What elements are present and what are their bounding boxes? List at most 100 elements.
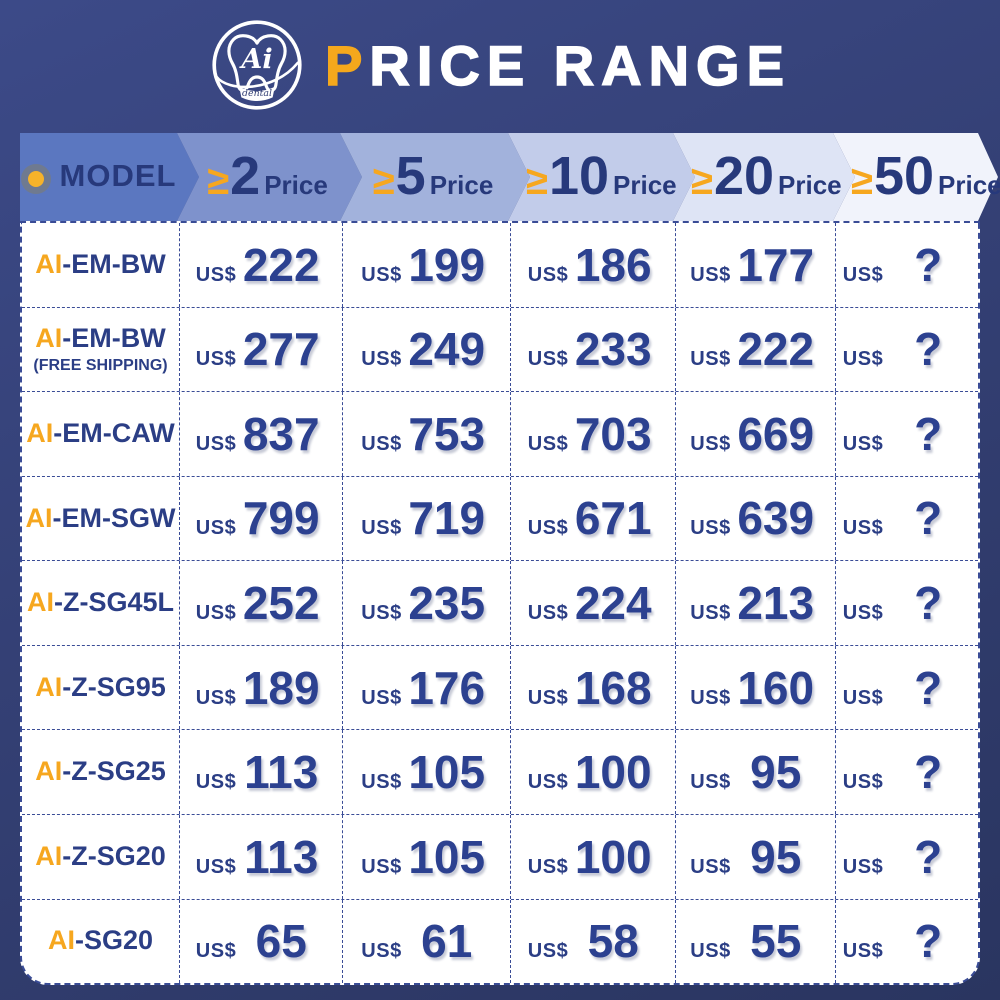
price-tier-chevron: [508, 133, 695, 221]
price-amount: ?: [914, 238, 943, 291]
price: US$?: [843, 576, 973, 630]
price-amount: ?: [914, 661, 943, 714]
table-row: AI-Z-SG95 US$ 189 US$ 176 US$ 168 US$ 160 US$?: [22, 645, 978, 731]
price-cell: US$ 222: [675, 307, 835, 392]
model-prefix: AI: [26, 418, 54, 449]
ge-symbol: ≥: [851, 159, 873, 203]
model-name: AI-Z-SG20: [35, 840, 166, 872]
price: US$?: [843, 322, 973, 376]
currency-label: US$: [361, 263, 402, 286]
price: US$ 113: [196, 830, 326, 884]
price-amount: 189: [242, 661, 320, 714]
model-cell: AI-SG20: [22, 900, 179, 984]
price-amount: 837: [242, 407, 320, 460]
model-cell: AI-EM-BW: [22, 223, 179, 307]
model-prefix: AI: [25, 502, 53, 533]
bullet-icon: [20, 163, 51, 194]
price-amount: 160: [737, 661, 815, 714]
price-amount: 168: [574, 661, 652, 714]
currency-label: US$: [690, 263, 731, 286]
model-note: (FREE SHIPPING): [33, 356, 168, 374]
currency-label: US$: [690, 432, 731, 455]
price-amount: ?: [914, 323, 943, 376]
currency-label: US$: [842, 771, 884, 794]
model-name: AI-SG20: [48, 926, 153, 956]
currency-label: US$: [195, 855, 237, 878]
currency-label: US$: [195, 602, 237, 625]
price: US$ 55: [690, 914, 820, 968]
price: US$ 252: [196, 576, 326, 630]
price: US$ 277: [196, 322, 326, 376]
tier-price-label: Price: [613, 170, 677, 200]
model-suffix: -SG20: [74, 925, 154, 956]
price-amount: 719: [408, 492, 486, 545]
price: US$ 176: [361, 661, 491, 715]
currency-label: US$: [527, 602, 569, 625]
price-cell: US$ 199: [342, 223, 510, 307]
price-amount: 252: [242, 577, 320, 630]
price: US$ 224: [528, 576, 658, 630]
price: US$ 95: [690, 745, 820, 799]
table-row: AI-EM-CAW US$ 837 US$ 753 US$ 703 US$ 669 US$?: [22, 392, 978, 477]
price-cell: US$ 249: [342, 307, 510, 392]
currency-label: US$: [842, 602, 884, 625]
model-header-cell: MODEL: [20, 133, 177, 221]
price-amount: 669: [737, 407, 815, 460]
price-cell: US$?: [835, 899, 978, 983]
price-cell: US$ 105: [342, 730, 510, 814]
currency-label: US$: [842, 263, 884, 286]
price-amount: 95: [750, 746, 802, 799]
tier-price-label: Price: [778, 170, 842, 200]
model-name: AI-Z-SG45L: [27, 587, 174, 618]
price: US$ 61: [361, 914, 491, 968]
currency-label: US$: [361, 432, 402, 455]
price-cell: US$?: [835, 561, 978, 645]
price-amount: 277: [242, 323, 320, 376]
currency-label: US$: [842, 686, 884, 709]
price-amount: 176: [408, 661, 486, 714]
price: US$?: [843, 407, 973, 461]
price-cell: US$ 168: [510, 645, 675, 730]
tier-qty: 2: [230, 146, 261, 206]
price: US$?: [843, 914, 973, 968]
price-cell: US$ 177: [675, 223, 835, 307]
price: US$ 199: [361, 238, 491, 292]
price: US$ 639: [690, 491, 820, 545]
price-cell: US$ 95: [675, 730, 835, 814]
currency-label: US$: [527, 348, 569, 371]
brand-logo: Ai dental: [212, 20, 302, 110]
table-header-row: MODEL ≥2 Price ≥5 Price ≥10 Price ≥20 Price ≥50 P…: [20, 133, 1000, 221]
price-amount: 639: [737, 492, 815, 545]
price: US$?: [843, 830, 973, 884]
price: US$ 213: [690, 576, 820, 630]
model-cell: AI-Z-SG25: [22, 730, 179, 814]
currency-label: US$: [195, 348, 237, 371]
currency-label: US$: [842, 940, 884, 963]
tier-price-label: Price: [938, 170, 1000, 200]
price-cell: US$ 235: [342, 561, 510, 645]
currency-label: US$: [842, 855, 884, 878]
price-cell: US$ 160: [675, 645, 835, 730]
currency-label: US$: [690, 686, 731, 709]
tooth-icon: [227, 34, 287, 93]
price: US$ 100: [528, 745, 658, 799]
price-tier-chevron: [340, 133, 530, 221]
currency-label: US$: [527, 263, 569, 286]
model-name: AI-Z-SG25: [35, 756, 166, 787]
ge-symbol: ≥: [207, 159, 230, 203]
price: US$ 703: [528, 407, 658, 461]
price-tier-header: ≥10 Price: [526, 133, 677, 221]
model-prefix: AI: [35, 840, 63, 871]
price: US$ 105: [361, 745, 491, 799]
price-cell: US$?: [835, 730, 978, 814]
price-cell: US$ 105: [342, 814, 510, 899]
price: US$ 799: [196, 491, 326, 545]
model-name: AI-EM-SGW: [25, 502, 176, 534]
price-amount: 199: [408, 238, 486, 291]
currency-label: US$: [690, 517, 731, 540]
currency-label: US$: [527, 940, 569, 963]
price-amount: 105: [408, 830, 486, 883]
price-cell: US$?: [835, 476, 978, 561]
currency-label: US$: [195, 517, 237, 540]
price-amount: ?: [914, 746, 943, 799]
